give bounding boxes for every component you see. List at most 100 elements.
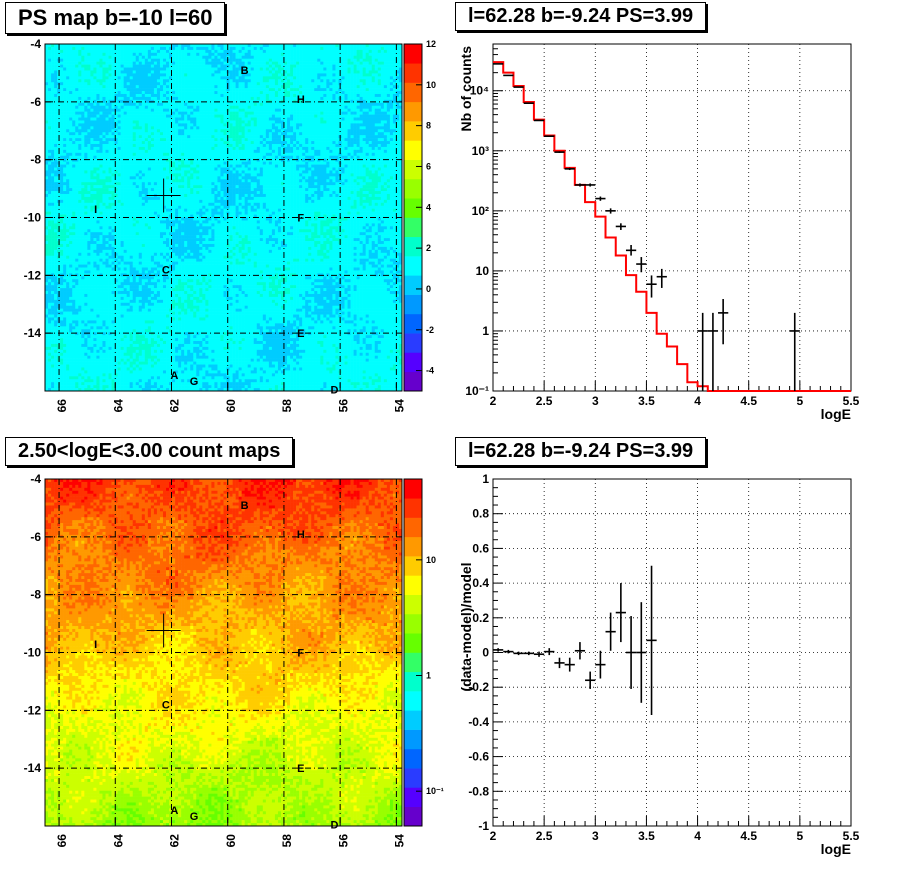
ps-map-y-tick-label: -14 (24, 326, 42, 340)
ps-map-x-tick-label: 58 (280, 399, 294, 413)
count-map-colorbar-tick-label: 10⁻¹ (426, 786, 444, 796)
ps-map-colorbar-bin (404, 179, 422, 199)
count-map-y-tick-label: -6 (30, 530, 41, 544)
ps-map-colorbar-bin (404, 352, 422, 372)
ps-map-colorbar-bin (404, 314, 422, 334)
spectrum-y-tick-label: 10³ (472, 144, 489, 158)
ps-map-y-tick-label: -12 (24, 268, 42, 282)
ps-map-colorbar-bin (404, 237, 422, 257)
count-map-y-tick-label: -4 (30, 472, 41, 486)
ps-map-colorbar-bin (404, 295, 422, 315)
count-map-colorbar-bin (404, 614, 422, 634)
count-map-source-label: C (162, 700, 170, 712)
count-map-colorbar-bin (404, 575, 422, 595)
count-map-source-label: E (297, 763, 304, 775)
residual-y-tick-label: 1 (482, 472, 489, 486)
count-map-colorbar-tick-label: 1 (426, 671, 431, 681)
count-map-y-tick-label: -8 (30, 588, 41, 602)
count-map-colorbar-bin (404, 633, 422, 653)
residual-x-tick-label: 4.5 (740, 829, 757, 843)
count-map-source-label: G (190, 811, 199, 823)
ps-map-colorbar-bin (404, 218, 422, 238)
ps-map-x-tick-label: 66 (55, 399, 69, 413)
ps-map-y-tick-label: -6 (30, 95, 41, 109)
spectrum-y-tick-label: 10² (472, 204, 489, 218)
count-map-colorbar-bin (404, 479, 422, 499)
count-map-x-tick-label: 58 (280, 834, 294, 848)
spectrum-model-curve (493, 62, 851, 391)
residual-y-tick-label: 0.4 (472, 576, 489, 590)
ps-map-x-tick-label: 56 (336, 399, 350, 413)
count-map-colorbar-bin (404, 768, 422, 788)
ps-map-x-tick-label: 54 (393, 399, 407, 413)
spectrum-y-tick-label: 10 (476, 264, 490, 278)
ps-map-colorbar-tick-label: 8 (426, 121, 431, 131)
ps-map-colorbar-bin (404, 333, 422, 353)
count-map-colorbar-bin (404, 498, 422, 518)
residual-y-tick-label: 0 (482, 646, 489, 660)
count-map-colorbar-bin (404, 653, 422, 673)
ps-map-colorbar-bin (404, 160, 422, 180)
residual-y-tick-label: 0.8 (472, 507, 489, 521)
ps-map-x-tick-label: 64 (111, 399, 125, 413)
spectrum-x-tick-label: 3.5 (638, 394, 655, 408)
count-map-x-tick-label: 60 (224, 834, 238, 848)
ps-map-colorbar-bin (404, 63, 422, 83)
count-map-y-tick-label: -12 (24, 703, 42, 717)
ps-map-x-tick-label: 62 (168, 399, 182, 413)
spectrum-y-tick-label: 1 (482, 324, 489, 338)
count-map-y-tick-label: -10 (24, 646, 42, 660)
count-map-source-label: B (241, 500, 249, 512)
ps-map-colorbar-bin (404, 275, 422, 295)
ps-map-source-label: H (297, 94, 305, 106)
residual-x-tick-label: 4 (694, 829, 701, 843)
count-map-colorbar-bin (404, 730, 422, 750)
count-map-source-label: I (94, 639, 97, 651)
residual-y-tick-label: -1 (478, 819, 489, 833)
residual-y-axis-label: (data-model)/model (458, 562, 474, 691)
count-map-source-label: D (331, 820, 339, 832)
count-map-x-tick-label: 66 (55, 834, 69, 848)
ps-map-source-label: A (170, 370, 178, 382)
count-map-colorbar-bin (404, 710, 422, 730)
count-map-colorbar-bin (404, 672, 422, 692)
ps-map-colorbar-tick-label: 12 (426, 39, 436, 49)
ps-map-colorbar-bin (404, 372, 422, 392)
residual-x-axis-label: logE (821, 841, 851, 857)
count-map-colorbar-tick-label: 10 (426, 555, 436, 565)
ps-map-source-label: G (190, 376, 199, 388)
ps-map-source-label: I (94, 204, 97, 216)
residual-title: l=62.28 b=-9.24 PS=3.99 (455, 437, 706, 466)
ps-map-source-label: F (297, 213, 304, 225)
count-map-x-tick-label: 64 (111, 834, 125, 848)
count-map-colorbar-bin (404, 787, 422, 807)
residual-x-tick-label: 2 (490, 829, 497, 843)
ps-map-colorbar-tick-label: -2 (426, 325, 434, 335)
spectrum-x-tick-label: 2 (490, 394, 497, 408)
count-map-colorbar-bin (404, 556, 422, 576)
spectrum-y-axis-label: Nb of counts (458, 46, 474, 132)
count-map-x-tick-label: 56 (336, 834, 350, 848)
count-map-source-label: H (297, 529, 305, 541)
spectrum-x-tick-label: 4 (694, 394, 701, 408)
residual-y-tick-label: -0.4 (468, 715, 489, 729)
ps-map-colorbar-bin (404, 102, 422, 122)
spectrum-frame (493, 44, 851, 391)
residual-y-tick-label: 0.2 (472, 611, 489, 625)
ps-map-colorbar-bin (404, 121, 422, 141)
count-map-source-label: F (297, 648, 304, 660)
residual-x-tick-label: 3 (592, 829, 599, 843)
count-map-source-label: A (170, 805, 178, 817)
ps-map-colorbar-tick-label: 10 (426, 80, 436, 90)
ps-map-y-tick-label: -10 (24, 211, 42, 225)
ps-map-y-tick-label: -4 (30, 37, 41, 51)
ps-map-source-label: B (241, 65, 249, 77)
ps-map-colorbar-bin (404, 140, 422, 160)
count-map-colorbar-bin (404, 807, 422, 827)
spectrum-title: l=62.28 b=-9.24 PS=3.99 (455, 2, 706, 31)
spectrum-x-tick-label: 4.5 (740, 394, 757, 408)
count-map-colorbar-bin (404, 537, 422, 557)
ps-map-title: PS map b=-10 l=60 (5, 2, 225, 34)
count-map-colorbar-bin (404, 595, 422, 615)
residual-y-tick-label: -0.6 (468, 750, 489, 764)
